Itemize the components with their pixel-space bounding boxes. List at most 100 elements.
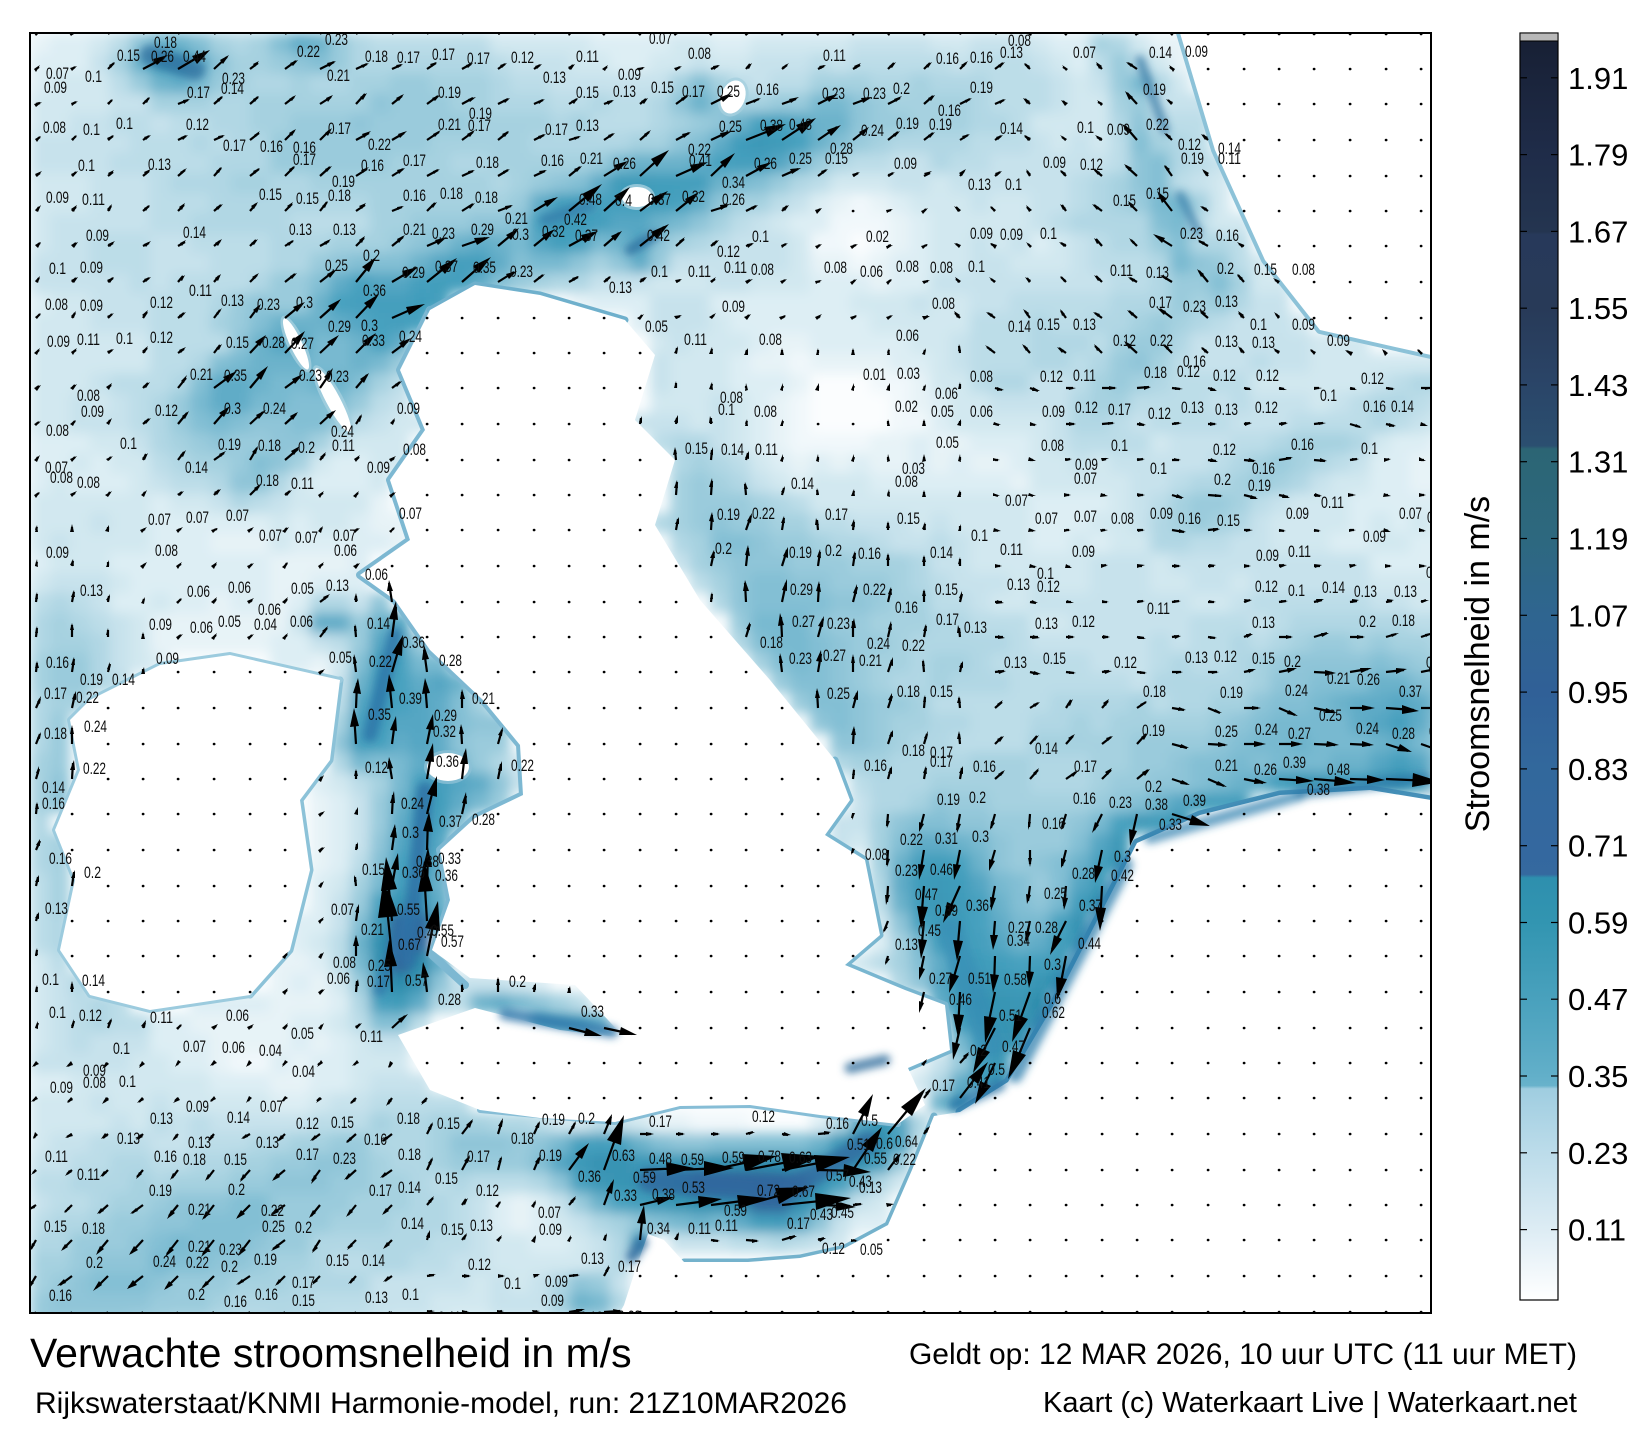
svg-text:Stroomsnelheid in m/s: Stroomsnelheid in m/s [1459, 496, 1497, 832]
svg-text:0.95: 0.95 [1568, 675, 1628, 710]
svg-text:0.09: 0.09 [397, 400, 420, 418]
svg-text:0.11: 0.11 [1321, 494, 1344, 512]
svg-text:0.12: 0.12 [150, 294, 173, 312]
svg-text:0.1: 0.1 [1077, 119, 1094, 137]
svg-text:0.11: 0.11 [189, 282, 212, 300]
svg-text:0.2: 0.2 [1359, 613, 1376, 631]
svg-text:0.06: 0.06 [258, 601, 281, 619]
svg-text:0.5: 0.5 [988, 1061, 1005, 1079]
svg-text:0.57: 0.57 [441, 933, 464, 951]
svg-text:0.62: 0.62 [1042, 1004, 1065, 1022]
svg-text:0.21: 0.21 [580, 150, 603, 168]
svg-text:0.16: 0.16 [1363, 398, 1386, 416]
svg-text:0.83: 0.83 [1568, 752, 1628, 787]
svg-text:0.2: 0.2 [970, 1042, 987, 1060]
svg-text:0.47: 0.47 [1002, 1038, 1025, 1056]
svg-text:0.2: 0.2 [1214, 471, 1231, 489]
svg-text:0.13: 0.13 [45, 900, 68, 918]
svg-text:0.07: 0.07 [45, 459, 68, 477]
svg-text:0.11: 0.11 [1288, 543, 1311, 561]
svg-text:0.18: 0.18 [398, 1146, 421, 1164]
svg-text:0.07: 0.07 [186, 509, 209, 527]
svg-text:0.25: 0.25 [1319, 707, 1342, 725]
svg-text:0.12: 0.12 [717, 243, 740, 261]
svg-text:0.12: 0.12 [1114, 654, 1137, 672]
svg-text:0.1: 0.1 [1150, 460, 1167, 478]
svg-text:0.21: 0.21 [505, 210, 528, 228]
svg-text:0.1: 0.1 [402, 1286, 419, 1304]
svg-text:0.27: 0.27 [1288, 725, 1311, 743]
svg-text:0.16: 0.16 [403, 187, 426, 205]
svg-text:0.29: 0.29 [328, 318, 351, 336]
svg-text:0.06: 0.06 [327, 970, 350, 988]
svg-text:0.59: 0.59 [681, 1151, 704, 1169]
svg-text:0.53: 0.53 [682, 1179, 705, 1197]
svg-text:0.24: 0.24 [861, 122, 884, 140]
svg-text:0.18: 0.18 [1392, 612, 1415, 630]
svg-text:0.13: 0.13 [1004, 654, 1027, 672]
svg-text:0.23: 0.23 [333, 1150, 356, 1168]
svg-text:0.13: 0.13 [1181, 399, 1204, 417]
svg-text:0.12: 0.12 [79, 1007, 102, 1025]
svg-text:0.18: 0.18 [475, 189, 498, 207]
svg-text:0.23: 0.23 [299, 367, 322, 385]
svg-text:0.16: 0.16 [255, 1286, 278, 1304]
svg-text:0.14: 0.14 [1035, 740, 1058, 758]
svg-text:0.07: 0.07 [649, 30, 672, 48]
svg-text:0.3: 0.3 [972, 828, 989, 846]
svg-text:0.41: 0.41 [689, 152, 712, 170]
svg-text:0.44: 0.44 [183, 48, 206, 66]
svg-text:0.29: 0.29 [790, 581, 813, 599]
svg-text:1.19: 1.19 [1568, 522, 1628, 557]
svg-text:1.55: 1.55 [1568, 291, 1628, 326]
svg-text:0.08: 0.08 [930, 259, 953, 277]
svg-text:0.38: 0.38 [1145, 796, 1168, 814]
svg-text:0.17: 0.17 [369, 1182, 392, 1200]
svg-text:0.15: 0.15 [935, 581, 958, 599]
svg-text:0.16: 0.16 [936, 50, 959, 68]
svg-text:0.23: 0.23 [1568, 1136, 1628, 1171]
svg-text:0.17: 0.17 [825, 506, 848, 524]
svg-text:0.57: 0.57 [405, 972, 428, 990]
svg-text:0.08: 0.08 [155, 542, 178, 560]
svg-text:0.38: 0.38 [1307, 781, 1330, 799]
svg-text:0.16: 0.16 [1183, 353, 1206, 371]
svg-text:0.14: 0.14 [930, 544, 953, 562]
svg-text:0.07: 0.07 [226, 507, 249, 525]
svg-text:0.1: 0.1 [1037, 565, 1054, 583]
svg-text:0.19: 0.19 [218, 436, 241, 454]
svg-text:0.12: 0.12 [1255, 399, 1278, 417]
svg-text:0.43: 0.43 [849, 1173, 872, 1191]
svg-text:0.06: 0.06 [226, 1007, 249, 1025]
svg-text:0.05: 0.05 [860, 1241, 883, 1259]
svg-text:0.29: 0.29 [402, 264, 425, 282]
svg-text:0.22: 0.22 [893, 1151, 916, 1169]
svg-text:0.13: 0.13 [1007, 576, 1030, 594]
svg-text:0.58: 0.58 [1004, 971, 1027, 989]
svg-text:0.23: 0.23 [257, 296, 280, 314]
svg-text:0.71: 0.71 [1568, 829, 1628, 864]
svg-text:0.08: 0.08 [754, 403, 777, 421]
svg-text:0.37: 0.37 [435, 258, 458, 276]
svg-text:0.09: 0.09 [545, 1273, 568, 1291]
svg-text:1.07: 1.07 [1568, 598, 1628, 633]
svg-text:0.2: 0.2 [188, 1286, 205, 1304]
svg-text:Verwachte stroomsnelheid in m/: Verwachte stroomsnelheid in m/s [30, 1330, 632, 1376]
svg-text:0.3: 0.3 [402, 824, 419, 842]
svg-text:0.03: 0.03 [897, 365, 920, 383]
svg-text:0.13: 0.13 [1035, 615, 1058, 633]
svg-text:0.14: 0.14 [42, 779, 65, 797]
svg-text:0.16: 0.16 [49, 850, 72, 868]
svg-text:0.13: 0.13 [1073, 316, 1096, 334]
svg-text:0.18: 0.18 [256, 472, 279, 490]
svg-text:0.19: 0.19 [717, 506, 740, 524]
svg-text:0.09: 0.09 [1075, 456, 1098, 474]
svg-text:0.07: 0.07 [1074, 470, 1097, 488]
svg-text:0.12: 0.12 [511, 49, 534, 67]
svg-text:0.11: 0.11 [77, 1166, 100, 1184]
svg-text:0.37: 0.37 [439, 813, 462, 831]
svg-text:0.13: 0.13 [470, 1217, 493, 1235]
svg-text:0.06: 0.06 [43, 10, 66, 28]
svg-text:0.08: 0.08 [333, 954, 356, 972]
svg-text:0.17: 0.17 [467, 1148, 490, 1166]
